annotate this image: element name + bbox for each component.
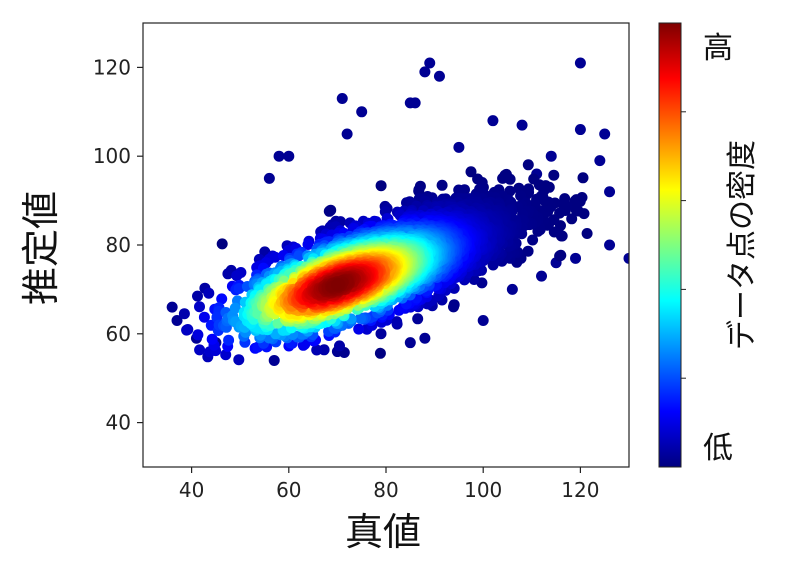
data-point [356,106,368,118]
data-point [178,308,190,320]
colorbar-ticks [681,111,686,379]
data-point [330,279,342,291]
data-point [536,270,548,282]
data-point [375,328,387,340]
data-point [268,354,280,366]
data-point [323,205,335,217]
data-point [594,155,606,167]
x-tick-label: 120 [561,478,599,502]
data-point [465,166,477,178]
x-axis-title: 真値 [345,510,421,554]
data-point [506,283,518,295]
data-point [206,333,218,345]
data-point [233,283,245,294]
data-point [404,337,416,349]
data-point [283,150,295,162]
data-point [231,270,243,282]
data-point [194,301,205,313]
data-point [336,92,348,104]
data-point [554,250,566,262]
y-tick-label: 60 [106,322,131,346]
data-point [516,119,528,131]
data-point [166,301,178,313]
data-point [548,226,560,238]
data-point [419,332,431,344]
data-point [341,128,353,140]
data-point [302,239,314,250]
data-point [487,115,499,127]
data-point [293,250,305,262]
data-point [182,324,194,335]
data-point [453,141,465,153]
data-point [198,311,210,323]
data-point [570,252,582,264]
data-point [334,340,345,352]
data-point [527,234,539,246]
y-tick-label: 80 [106,233,131,257]
data-point [545,150,557,162]
data-point [599,128,611,140]
y-axis-title: 推定値 [19,191,63,305]
data-point [581,228,593,239]
y-axis-ticks: 40 60 80 100 120 [93,55,143,435]
data-point [222,268,234,280]
data-point [419,66,431,78]
colorbar-title: データ点の密度 [725,140,760,350]
data-point [522,159,534,171]
data-point [223,334,235,346]
data-point [522,245,534,257]
data-point [269,251,281,263]
x-tick-label: 40 [179,478,204,502]
data-point [194,344,206,356]
x-tick-label: 60 [276,478,301,502]
x-axis-ticks: 40 60 80 100 120 [179,467,599,502]
data-point [409,97,421,109]
data-point [192,290,203,302]
data-point [448,299,460,311]
data-point [574,57,586,69]
data-point [424,57,436,69]
data-point [570,204,582,216]
data-point [273,150,285,162]
y-tick-label: 40 [106,411,131,435]
y-tick-label: 120 [93,55,131,79]
data-point [604,239,616,251]
data-point [412,313,424,325]
x-tick-label: 100 [464,478,502,502]
data-point [263,172,275,184]
data-point [216,238,228,250]
data-point [220,349,232,361]
data-point [577,172,589,184]
data-point [171,314,183,326]
data-point [477,314,489,326]
x-tick-label: 80 [373,478,398,502]
data-point [353,323,365,335]
colorbar [658,22,682,468]
data-point [569,195,581,207]
data-point [355,312,366,324]
data-point [623,252,629,264]
data-point [532,225,544,237]
data-point [233,354,245,366]
data-point [374,347,386,359]
scatter-points [166,57,629,366]
data-point [192,329,204,341]
data-point [203,287,215,299]
colorbar-high-label: 高 [703,31,733,66]
data-point [566,213,578,225]
data-point [604,186,616,198]
data-point [574,124,586,136]
data-point [311,344,323,356]
data-point [391,316,403,328]
data-point [375,180,387,192]
data-point [497,172,509,184]
data-point [433,70,445,82]
y-tick-label: 100 [93,144,131,168]
colorbar-low-label: 低 [703,431,733,466]
data-point [548,169,560,181]
data-point [229,302,241,314]
data-point [436,179,448,191]
data-point [216,293,228,305]
